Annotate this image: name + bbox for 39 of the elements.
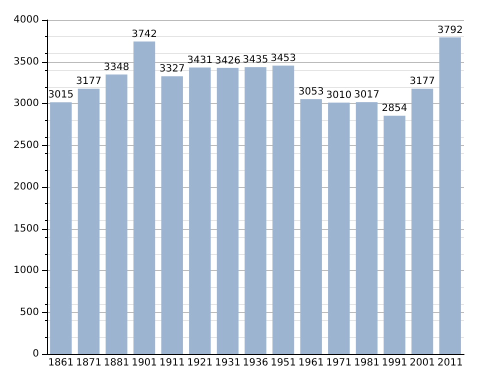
data-label: 3431 [187, 55, 213, 66]
data-label: 3053 [298, 86, 324, 98]
data-label: 3327 [159, 64, 185, 75]
x-tick-label: 1951 [270, 358, 296, 368]
x-tick-label: 1871 [76, 358, 102, 368]
x-tick-label: 1961 [298, 358, 324, 368]
x-tick-label: 1921 [187, 358, 213, 368]
x-tick-label: 1936 [242, 358, 268, 368]
y-tick-label: 0 [32, 348, 39, 360]
y-tick-label: 1500 [14, 223, 39, 234]
data-label: 3015 [48, 90, 74, 101]
y-tick-label: 4000 [14, 14, 39, 26]
x-tick-label: 1991 [382, 358, 408, 368]
data-label: 3426 [214, 55, 240, 66]
x-tick-label: 1981 [354, 358, 380, 368]
x-tick-label: 1881 [104, 358, 130, 368]
y-tick-label: 3000 [14, 98, 39, 109]
data-label: 3348 [104, 62, 130, 73]
x-tick-label: 1911 [159, 358, 185, 368]
data-label: 3010 [326, 90, 352, 102]
data-label: 3435 [242, 54, 268, 66]
y-tick-label: 3500 [14, 56, 39, 68]
data-label: 3177 [410, 76, 436, 88]
y-tick-label: 2500 [14, 140, 39, 151]
data-label: 3017 [354, 90, 380, 101]
data-label: 3177 [76, 76, 102, 88]
x-tick-label: 1861 [48, 358, 74, 368]
data-label: 2854 [382, 103, 408, 114]
x-tick-label: 1901 [132, 358, 158, 368]
y-tick-label: 500 [20, 306, 39, 318]
y-tick-label: 1000 [14, 265, 39, 276]
x-tick-label: 1931 [214, 358, 240, 368]
data-label: 3453 [270, 53, 296, 64]
data-label: 3792 [437, 24, 463, 36]
data-label: 3742 [132, 29, 158, 40]
y-tick-label: 2000 [14, 182, 39, 192]
x-tick-label: 1971 [326, 358, 352, 368]
x-tick-label: 2011 [437, 358, 463, 368]
x-tick-label: 2001 [410, 358, 436, 368]
